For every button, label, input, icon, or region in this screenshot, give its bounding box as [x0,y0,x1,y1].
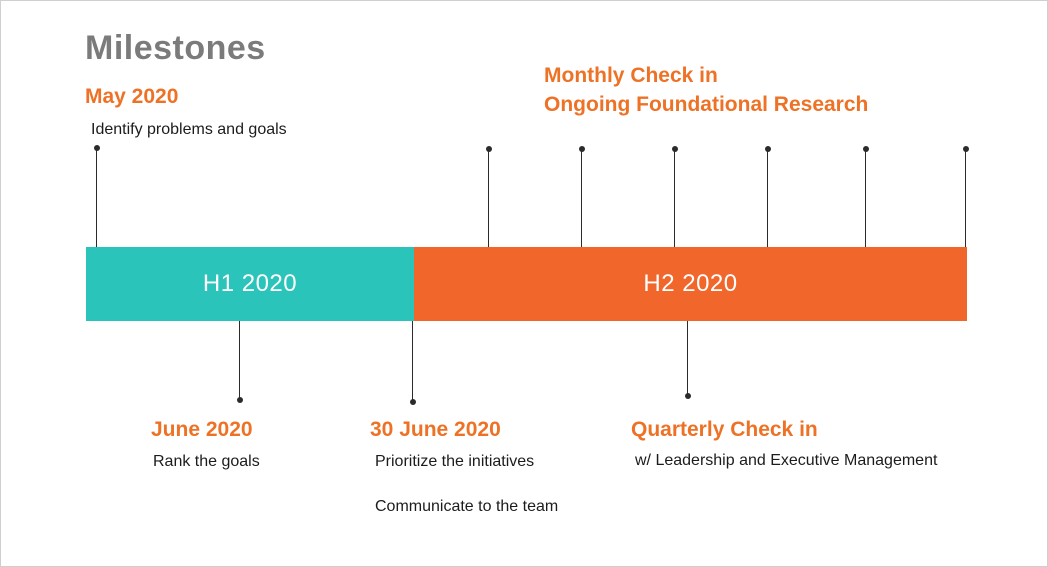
annotation-monthly-line1: Monthly Check in [544,64,718,87]
pin-dot [671,146,678,152]
timeline-pin-monthly-3 [671,146,678,247]
h1-label: H1 2020 [202,270,298,297]
annotation-monthly-line2: Ongoing Foundational Research [544,93,869,116]
annotation-june-heading: June 2020 [151,418,253,441]
h2-label: H2 2020 [643,270,738,297]
timeline-pin-monthly-6 [962,146,969,247]
pin-may [93,145,100,247]
annotation-june-body: Rank the goals [153,453,260,470]
pin-dot [764,146,771,152]
pin-dot [578,146,585,152]
pin-quarterly [684,321,691,399]
annotation-june30-body1: Prioritize the initiatives [375,453,535,470]
pin-dot [93,145,100,151]
timeline-segment-h1: H1 2020 [86,247,414,321]
pin-dot [485,146,492,152]
pin-dot [409,399,416,405]
pin-dot [684,393,691,399]
timeline-pin-monthly-4 [764,146,771,247]
annotation-june30-body2: Communicate to the team [375,498,559,515]
annotation-may-heading: May 2020 [85,85,179,108]
timeline-pin-monthly-1 [485,146,492,247]
timeline-pin-monthly-2 [578,146,585,247]
annotation-quarterly-body: w/ Leadership and Executive Management [635,452,938,469]
timeline-bar: H1 2020 H2 2020 [86,247,967,321]
pin-june30 [409,321,416,405]
annotation-quarterly-heading: Quarterly Check in [631,418,818,441]
annotation-monthly: Monthly Check in Ongoing Foundational Re… [544,61,868,119]
page-title: Milestones [85,29,266,67]
timeline-pin-monthly-5 [862,146,869,247]
pin-june [236,321,243,403]
pin-dot [236,397,243,403]
annotation-may-body: Identify problems and goals [91,121,287,138]
annotation-june30-heading: 30 June 2020 [370,418,501,441]
pin-dot [862,146,869,152]
pin-dot [962,146,969,152]
timeline-segment-h2: H2 2020 [414,247,967,321]
